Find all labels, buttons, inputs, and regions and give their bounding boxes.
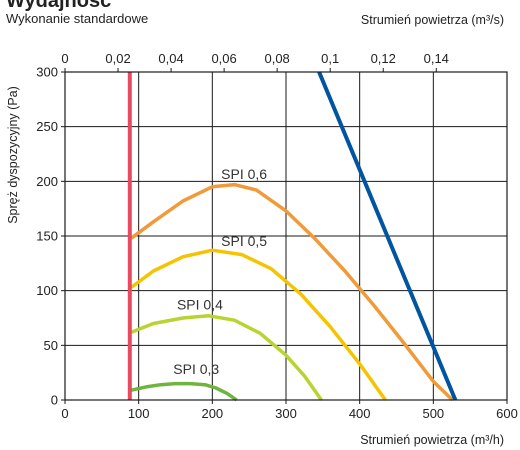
y-tick-label: 100: [36, 283, 58, 298]
series-line-4: [317, 71, 458, 401]
series-labels: SPI 0,3 SPI 0,4 SPI 0,5 SPI 0,6: [173, 166, 267, 377]
chart-subtitle: Wykonanie standardowe: [6, 11, 148, 26]
series-line-2: [130, 248, 387, 402]
x2-tick-label: 0,1: [321, 51, 339, 66]
x2-tick-label: 0,02: [105, 51, 130, 66]
series-label-1: SPI 0,4: [177, 296, 223, 312]
y-axis-label: Spręż dyspozycyjny (Pa): [6, 86, 20, 224]
x2-tick-label: 0,12: [371, 51, 396, 66]
x2-tick-label: 0: [61, 51, 68, 66]
x2-tick-label: 0,04: [158, 51, 183, 66]
y-tick-label: 150: [36, 229, 58, 244]
series-group: [127, 71, 458, 402]
x2-tick-label: 0,14: [424, 51, 449, 66]
y-tick-label: 0: [51, 393, 58, 408]
x2-tick-label: 0,08: [264, 51, 289, 66]
x-tick-label: 600: [496, 406, 518, 421]
top-axis-label: Strumień powietrza (m³/s): [361, 13, 504, 27]
x-tick-label: 300: [275, 406, 297, 421]
chart-title: Wydajność: [6, 0, 111, 12]
series-line-1: [130, 314, 323, 402]
series-label-2: SPI 0,5: [221, 233, 267, 249]
series-line-3: [130, 182, 454, 402]
series-label-0: SPI 0,3: [173, 361, 219, 377]
x-tick-label: 100: [128, 406, 150, 421]
series-line-0: [130, 381, 238, 402]
x-tick-label: 200: [201, 406, 223, 421]
series-label-3: SPI 0,6: [221, 166, 267, 182]
x2-tick-label: 0,06: [211, 51, 236, 66]
y-tick-label: 250: [36, 119, 58, 134]
x-tick-label: 400: [349, 406, 371, 421]
y-tick-label: 300: [36, 65, 58, 80]
x-axis-label: Strumień powietrza (m³/h): [360, 433, 504, 447]
y-tick-label: 50: [44, 338, 58, 353]
grid: [65, 72, 507, 400]
plot-frame: [61, 68, 508, 404]
x-tick-label: 0: [61, 406, 68, 421]
y-tick-label: 200: [36, 174, 58, 189]
x-tick-label: 500: [422, 406, 444, 421]
